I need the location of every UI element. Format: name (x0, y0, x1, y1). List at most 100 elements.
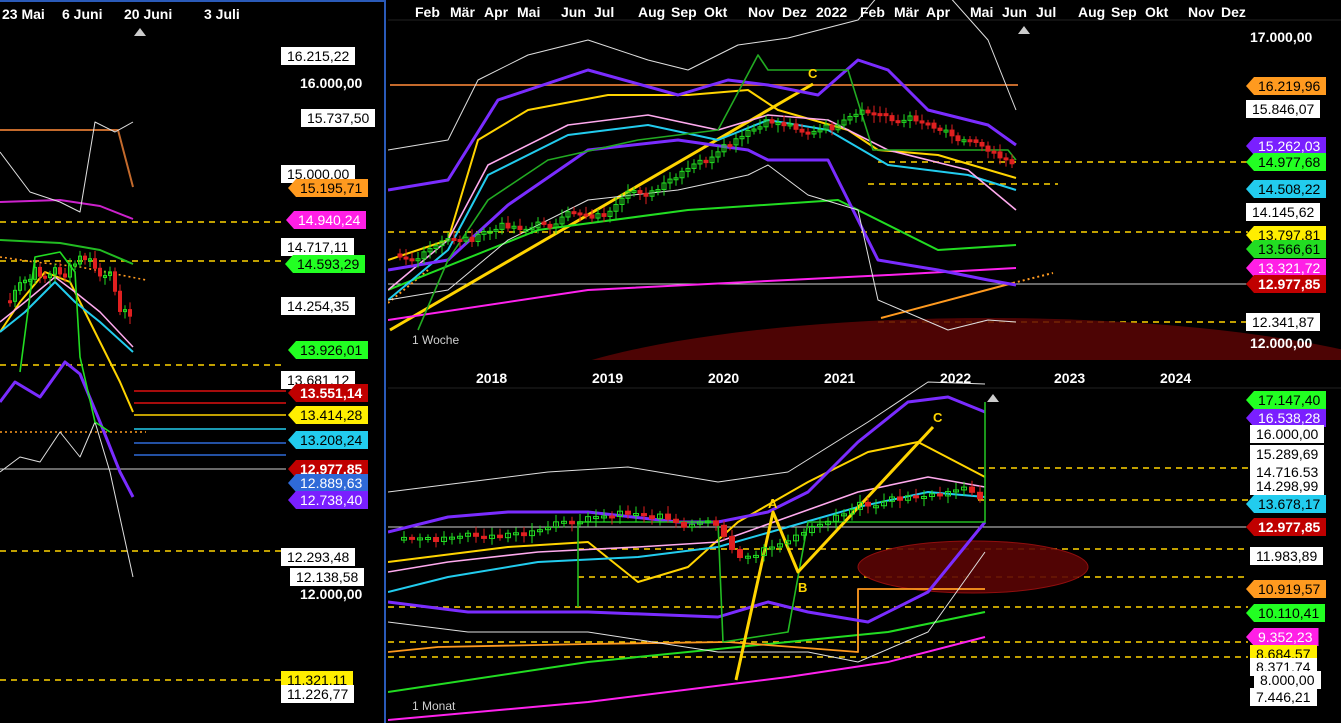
weekly-candle (793, 123, 799, 130)
purple-lower-band (388, 521, 987, 624)
weekly-candle (517, 225, 523, 231)
x-tick-label: Sep (671, 4, 697, 20)
price-tag: 15.000,00 (281, 165, 356, 183)
weekly-candle (481, 230, 487, 235)
monthly-candle (977, 491, 983, 500)
weekly-candle (457, 239, 463, 243)
x-tick-label: Mär (450, 4, 475, 20)
monthly-candle (841, 513, 847, 517)
weekly-candle (739, 135, 745, 140)
weekly-chart-canvas[interactable] (388, 0, 1341, 360)
price-tag: 14.298,99 (1250, 477, 1325, 495)
monthly-candle (489, 534, 495, 539)
monthly-wave-label-b: B (798, 580, 808, 595)
monthly-candle (609, 515, 615, 519)
daily-chart-canvas[interactable] (0, 2, 386, 723)
weekly-candle (469, 236, 475, 242)
magenta-ma-line (388, 267, 1017, 321)
daily-candle (43, 275, 47, 279)
monthly-candle (433, 536, 439, 543)
x-tick-label: Mai (970, 4, 994, 20)
scroll-marker-icon (1018, 26, 1030, 34)
upper-bb (0, 121, 134, 213)
price-tag: 14.716,53 (1250, 463, 1325, 481)
weekly-candle (523, 228, 529, 232)
monthly-candle (849, 508, 855, 515)
weekly-candle (673, 177, 679, 181)
monthly-candle (681, 522, 687, 528)
monthly-candle (457, 535, 463, 539)
weekly-candle (781, 122, 787, 127)
price-tag: 15.262,03 (1246, 137, 1327, 155)
weekly-candle (499, 222, 505, 230)
monthly-candle (929, 493, 935, 498)
monthly-candle (713, 520, 719, 526)
green-ma-200 (388, 199, 1017, 291)
price-tag: 14.940,24 (286, 211, 367, 229)
x-tick-label: 2020 (708, 370, 740, 386)
weekly-candle (847, 115, 853, 121)
weekly-candle (721, 144, 727, 153)
green-step (417, 54, 1017, 331)
green-step (19, 251, 111, 433)
monthly-chart-canvas[interactable] (388, 362, 1341, 723)
weekly-candle (433, 245, 439, 250)
weekly-candle (997, 151, 1003, 159)
weekly-candle (565, 211, 571, 218)
magenta-ma-line (388, 636, 986, 721)
monthly-chart-pane[interactable]: 2018 2019 2020 2021 2022 2023 2024 17.147,40 16… (388, 362, 1341, 723)
weekly-candle (601, 213, 607, 217)
monthly-candle (833, 514, 839, 522)
monthly-candle (497, 534, 503, 539)
weekly-candle (865, 109, 871, 114)
monthly-candle (641, 513, 647, 517)
monthly-candle (953, 489, 959, 493)
weekly-candle (973, 139, 979, 143)
daily-candle (68, 264, 72, 278)
weekly-candle (751, 128, 757, 132)
daily-candle (123, 309, 127, 313)
weekly-candle (889, 115, 895, 122)
monthly-candle (809, 525, 815, 534)
daily-chart-pane[interactable]: 23 Mai 6 Juni 20 Juni 3 Juli 16.215,22 16.00… (0, 0, 386, 723)
weekly-candle (967, 139, 973, 143)
weekly-candle (655, 189, 661, 193)
daily-candle (93, 258, 97, 269)
price-tag: 9.352,23 (1246, 628, 1319, 646)
weekly-candle (823, 124, 829, 131)
price-tag: 16.538,28 (1246, 409, 1327, 427)
monthly-timeframe-label: 1 Monat (412, 699, 456, 713)
weekly-candle (763, 119, 769, 128)
price-tag: 16.215,22 (281, 47, 356, 65)
price-tag: 12.889,63 (288, 474, 369, 492)
weekly-candle (715, 151, 721, 158)
weekly-candle (625, 190, 631, 199)
green-ma-200 (388, 611, 986, 693)
price-tag: 11.321,11 (281, 671, 354, 689)
weekly-candle (955, 135, 961, 142)
weekly-candle (529, 227, 535, 231)
monthly-candle (625, 510, 631, 515)
monthly-candle (577, 521, 583, 525)
weekly-candle (703, 159, 709, 164)
monthly-candle (825, 520, 831, 525)
daily-candle (78, 255, 82, 265)
weekly-chart-pane[interactable]: Feb Mär Apr Mai Jun Jul Aug Sep Okt Nov Dez 2022 Feb… (388, 0, 1341, 360)
dotted-trend-right (1012, 272, 1054, 284)
monthly-candle (665, 513, 671, 520)
weekly-candle (535, 221, 541, 229)
price-tag: 12.738,40 (288, 491, 369, 509)
monthly-candle (705, 520, 711, 524)
upper-bb (388, 0, 1017, 151)
weekly-candle (805, 131, 811, 135)
weekly-candle (895, 120, 901, 124)
purple-lower-band (0, 360, 135, 498)
daily-candle (113, 271, 117, 292)
weekly-timeframe-label: 1 Woche (412, 333, 460, 347)
monthly-wave-label-c: C (933, 410, 943, 425)
daily-candle (53, 267, 57, 275)
weekly-candle (835, 124, 841, 131)
monthly-candle (721, 524, 727, 537)
price-tag: 13.208,24 (288, 431, 369, 449)
monthly-candle (913, 495, 919, 499)
